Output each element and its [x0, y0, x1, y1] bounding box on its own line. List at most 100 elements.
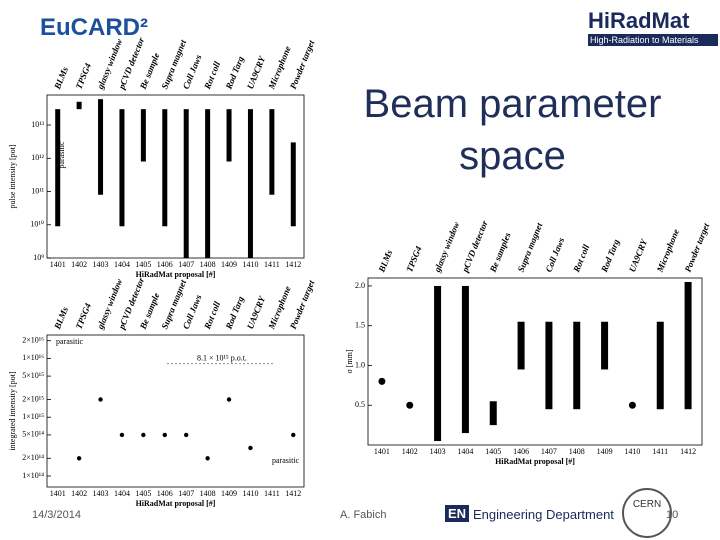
top-label: UA9CRY [627, 237, 650, 274]
range-bar [573, 321, 581, 410]
x-tick-label: 1409 [221, 260, 237, 269]
range-bar [162, 109, 168, 227]
x-tick-label: 1405 [135, 260, 151, 269]
logo-right-sub: High-Radiation to Materials [588, 34, 718, 46]
y-tick-label: 5×10¹⁴ [22, 430, 44, 439]
x-tick-label: 1402 [402, 447, 418, 456]
top-label: BLMs [376, 248, 394, 274]
x-tick-label: 1401 [50, 260, 66, 269]
top-label: Rot coll [202, 300, 223, 332]
x-tick-label: 1407 [541, 447, 557, 456]
point [162, 432, 167, 438]
top-label: UA9CRY [245, 294, 268, 331]
top-label: Be sample [137, 51, 161, 91]
range-bar [76, 101, 82, 110]
x-tick-label: 1403 [93, 489, 109, 498]
point [226, 397, 232, 402]
y-tick-label: 2×10¹⁵ [22, 394, 44, 403]
x-tick-label: 1404 [114, 260, 130, 269]
y-tick-label: 2.0 [355, 281, 365, 290]
x-tick-label: 1404 [114, 489, 130, 498]
logo-left: EuCARD² [40, 14, 148, 41]
top-label: BLMs [52, 305, 70, 331]
range-bar [140, 109, 146, 162]
x-tick-label: 1406 [157, 260, 173, 269]
x-tick-label: 1405 [135, 489, 151, 498]
top-label: Powder target [288, 38, 317, 90]
point [205, 456, 210, 461]
range-bar [461, 285, 469, 434]
point [248, 445, 253, 451]
range-bar [119, 109, 125, 227]
top-label: Be samples [487, 231, 512, 275]
y-axis-title: integrated intensity [pot] [8, 371, 17, 450]
point [184, 432, 189, 438]
footer-dept: Engineering Department [473, 507, 614, 522]
y-tick-label: 1×10¹⁵ [22, 412, 44, 421]
y-tick-label: 1.5 [355, 321, 365, 330]
x-tick-label: 1409 [597, 447, 613, 456]
top-label: Powder target [288, 278, 317, 330]
top-label: Rod Targ [223, 294, 246, 331]
point [98, 397, 103, 402]
x-tick-label: 1402 [71, 260, 87, 269]
logo-right: HiRadMat [588, 8, 690, 33]
x-tick-label: 1410 [242, 260, 258, 269]
x-tick-label: 1405 [485, 447, 501, 456]
annotation: parasitic [272, 456, 300, 465]
top-label: Coll Jaws [181, 293, 204, 331]
top-label: Powder target [683, 221, 712, 273]
y-tick-label: 10¹³ [31, 120, 44, 129]
top-label: Be sample [137, 291, 161, 331]
top-label: Supra magnet [516, 221, 545, 274]
top-label: Rot coll [202, 60, 223, 92]
y-tick-label: 10¹² [31, 153, 44, 162]
x-tick-label: 1404 [457, 447, 473, 456]
y-tick-label: 1×10¹⁴ [22, 471, 44, 480]
range-bar [601, 321, 609, 370]
range-bar [290, 142, 296, 227]
top-label: UA9CRY [245, 54, 268, 91]
y-tick-label: 1.0 [355, 360, 365, 369]
range-bar [545, 321, 553, 410]
point [628, 401, 636, 409]
x-tick-label: 1401 [374, 447, 390, 456]
point [76, 456, 82, 461]
x-tick-label: 1407 [178, 260, 194, 269]
top-label: glassy window [432, 219, 462, 274]
y-tick-label: 10¹¹ [31, 186, 44, 195]
x-tick-label: 1403 [430, 447, 446, 456]
x-tick-label: 1401 [50, 489, 66, 498]
y-tick-label: 0.5 [355, 400, 365, 409]
plot-frame [46, 334, 305, 488]
range-bar [684, 281, 692, 410]
x-tick-label: 1410 [242, 489, 258, 498]
x-tick-label: 1408 [200, 260, 216, 269]
y-tick-label: 2×10¹⁶ [22, 336, 44, 345]
top-label: TPSG4 [404, 244, 424, 273]
x-tick-label: 1410 [624, 447, 640, 456]
range-bar [489, 401, 497, 426]
x-axis-title: HiRadMat proposal [#] [495, 457, 575, 466]
author: A. Fabich [340, 509, 387, 521]
x-tick-label: 1412 [285, 260, 301, 269]
point [141, 432, 146, 438]
y-tick-label: 10⁹ [33, 253, 44, 262]
cern-logo: CERN [622, 488, 672, 538]
top-label: Rod Targ [599, 237, 622, 274]
range-bar [183, 109, 189, 259]
x-tick-label: 1411 [264, 260, 280, 269]
y-axis-title: σ [mm] [345, 349, 354, 373]
page-number: 10 [666, 509, 679, 521]
top-label: Rot coll [571, 243, 592, 275]
x-tick-label: 1411 [652, 447, 668, 456]
x-tick-label: 1407 [178, 489, 194, 498]
top-label: Coll Jaws [181, 53, 204, 91]
range-bar [205, 109, 211, 259]
top-label: Microphone [654, 228, 681, 275]
y-tick-label: 5×10¹⁵ [22, 371, 44, 380]
x-axis-title: HiRadMat proposal [#] [136, 270, 216, 279]
y-axis-title: pulse intensity [pot] [8, 144, 17, 208]
